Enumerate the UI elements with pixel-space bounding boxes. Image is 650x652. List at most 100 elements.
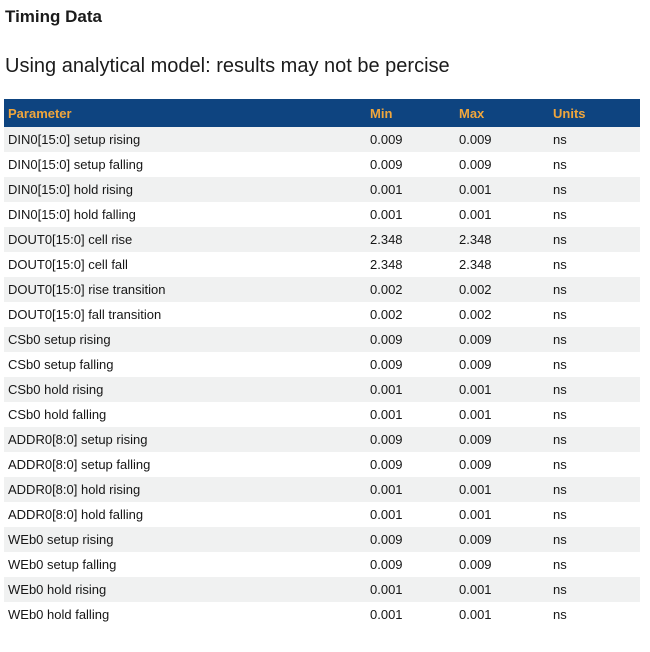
max-cell: 0.001 — [459, 207, 492, 222]
units-cell: ns — [553, 532, 567, 547]
table-header-row: Parameter Min Max Units — [4, 99, 640, 127]
table-row: WEb0 setup falling 0.009 0.009 ns — [4, 552, 640, 577]
units-cell: ns — [553, 157, 567, 172]
parameter-cell: CSb0 setup falling — [8, 357, 114, 372]
min-cell: 0.009 — [370, 157, 403, 172]
units-cell: ns — [553, 557, 567, 572]
units-cell: ns — [553, 457, 567, 472]
units-cell: ns — [553, 182, 567, 197]
table-row: DOUT0[15:0] cell rise 2.348 2.348 ns — [4, 227, 640, 252]
max-cell: 0.009 — [459, 357, 492, 372]
table-row: CSb0 hold falling 0.001 0.001 ns — [4, 402, 640, 427]
min-cell: 0.009 — [370, 457, 403, 472]
table-row: DIN0[15:0] setup falling 0.009 0.009 ns — [4, 152, 640, 177]
max-cell: 0.001 — [459, 582, 492, 597]
max-cell: 2.348 — [459, 232, 492, 247]
max-cell: 0.009 — [459, 457, 492, 472]
min-cell: 0.001 — [370, 582, 403, 597]
parameter-cell: DOUT0[15:0] fall transition — [8, 307, 162, 322]
min-cell: 0.001 — [370, 607, 403, 622]
table-row: DOUT0[15:0] cell fall 2.348 2.348 ns — [4, 252, 640, 277]
max-cell: 0.009 — [459, 532, 492, 547]
units-cell: ns — [553, 232, 567, 247]
units-cell: ns — [553, 432, 567, 447]
units-cell: ns — [553, 382, 567, 397]
min-cell: 0.001 — [370, 407, 403, 422]
parameter-cell: DOUT0[15:0] rise transition — [8, 282, 166, 297]
min-cell: 0.001 — [370, 382, 403, 397]
max-cell: 0.009 — [459, 332, 492, 347]
table-row: WEb0 hold falling 0.001 0.001 ns — [4, 602, 640, 627]
min-cell: 0.009 — [370, 332, 403, 347]
units-cell: ns — [553, 282, 567, 297]
page-title: Timing Data — [5, 7, 102, 26]
min-cell: 0.009 — [370, 132, 403, 147]
column-header-max: Max — [455, 99, 549, 127]
column-header-units: Units — [549, 99, 640, 127]
parameter-cell: DIN0[15:0] setup rising — [8, 132, 141, 147]
page-subtitle: Using analytical model: results may not … — [5, 55, 450, 77]
max-cell: 0.001 — [459, 607, 492, 622]
max-cell: 2.348 — [459, 257, 492, 272]
max-cell: 0.009 — [459, 132, 492, 147]
table-row: CSb0 setup rising 0.009 0.009 ns — [4, 327, 640, 352]
min-cell: 0.001 — [370, 182, 403, 197]
min-cell: 2.348 — [370, 257, 403, 272]
min-cell: 0.001 — [370, 507, 403, 522]
max-cell: 0.002 — [459, 307, 492, 322]
units-cell: ns — [553, 307, 567, 322]
table-row: CSb0 hold rising 0.001 0.001 ns — [4, 377, 640, 402]
table-row: ADDR0[8:0] hold rising 0.001 0.001 ns — [4, 477, 640, 502]
parameter-cell: WEb0 setup falling — [8, 557, 117, 572]
units-cell: ns — [553, 607, 567, 622]
max-cell: 0.001 — [459, 482, 492, 497]
parameter-cell: ADDR0[8:0] hold rising — [8, 482, 141, 497]
parameter-cell: ADDR0[8:0] hold falling — [8, 507, 144, 522]
min-cell: 0.002 — [370, 307, 403, 322]
min-cell: 0.009 — [370, 557, 403, 572]
table-row: WEb0 setup rising 0.009 0.009 ns — [4, 527, 640, 552]
max-cell: 0.001 — [459, 382, 492, 397]
min-cell: 0.002 — [370, 282, 403, 297]
parameter-cell: CSb0 hold falling — [8, 407, 107, 422]
table-row: CSb0 setup falling 0.009 0.009 ns — [4, 352, 640, 377]
parameter-cell: DIN0[15:0] hold rising — [8, 182, 134, 197]
table-row: DIN0[15:0] hold falling 0.001 0.001 ns — [4, 202, 640, 227]
parameter-cell: WEb0 hold falling — [8, 607, 110, 622]
parameter-cell: ADDR0[8:0] setup rising — [8, 432, 148, 447]
min-cell: 0.001 — [370, 482, 403, 497]
parameter-cell: DOUT0[15:0] cell fall — [8, 257, 128, 272]
max-cell: 0.001 — [459, 507, 492, 522]
units-cell: ns — [553, 407, 567, 422]
min-cell: 0.009 — [370, 357, 403, 372]
units-cell: ns — [553, 582, 567, 597]
min-cell: 2.348 — [370, 232, 403, 247]
max-cell: 0.009 — [459, 157, 492, 172]
units-cell: ns — [553, 132, 567, 147]
table-row: ADDR0[8:0] setup rising 0.009 0.009 ns — [4, 427, 640, 452]
units-cell: ns — [553, 357, 567, 372]
parameter-cell: CSb0 setup rising — [8, 332, 111, 347]
units-cell: ns — [553, 482, 567, 497]
units-cell: ns — [553, 207, 567, 222]
table-row: DIN0[15:0] hold rising 0.001 0.001 ns — [4, 177, 640, 202]
column-header-min: Min — [366, 99, 455, 127]
units-cell: ns — [553, 332, 567, 347]
timing-report-page: Timing Data Using analytical model: resu… — [0, 6, 650, 627]
table-row: DOUT0[15:0] fall transition 0.002 0.002 ns — [4, 302, 640, 327]
column-header-parameter: Parameter — [4, 99, 366, 127]
parameter-cell: DOUT0[15:0] cell rise — [8, 232, 133, 247]
table-row: WEb0 hold rising 0.001 0.001 ns — [4, 577, 640, 602]
max-cell: 0.009 — [459, 557, 492, 572]
max-cell: 0.009 — [459, 432, 492, 447]
parameter-cell: WEb0 setup rising — [8, 532, 114, 547]
max-cell: 0.001 — [459, 407, 492, 422]
table-row: ADDR0[8:0] setup falling 0.009 0.009 ns — [4, 452, 640, 477]
table-body: DIN0[15:0] setup rising 0.009 0.009 ns DIN0[… — [4, 127, 640, 627]
parameter-cell: ADDR0[8:0] setup falling — [8, 457, 151, 472]
parameter-cell: WEb0 hold rising — [8, 582, 107, 597]
min-cell: 0.009 — [370, 532, 403, 547]
min-cell: 0.001 — [370, 207, 403, 222]
max-cell: 0.001 — [459, 182, 492, 197]
parameter-cell: CSb0 hold rising — [8, 382, 104, 397]
